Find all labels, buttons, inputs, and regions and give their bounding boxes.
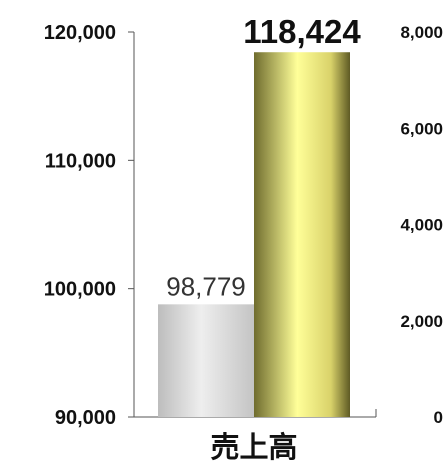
right-axis-tick-label: 4,000 — [400, 216, 443, 235]
left-axis-tick-label: 110,000 — [45, 150, 116, 172]
bar — [158, 304, 254, 417]
right-axis-tick-label: 6,000 — [400, 119, 443, 138]
data-label: 118,424 — [243, 13, 361, 50]
left-axis-tick-label: 90,000 — [55, 407, 116, 429]
left-axis-tick-label: 120,000 — [44, 22, 116, 44]
category-label: 売上高 — [210, 430, 297, 464]
right-axis-tick-label: 8,000 — [400, 23, 443, 42]
left-axis-tick-label: 100,000 — [44, 279, 116, 301]
bar — [254, 52, 350, 417]
right-axis-tick-label: 0 — [434, 408, 443, 427]
right-axis-tick-label: 2,000 — [400, 312, 443, 331]
data-label: 98,779 — [166, 271, 246, 301]
